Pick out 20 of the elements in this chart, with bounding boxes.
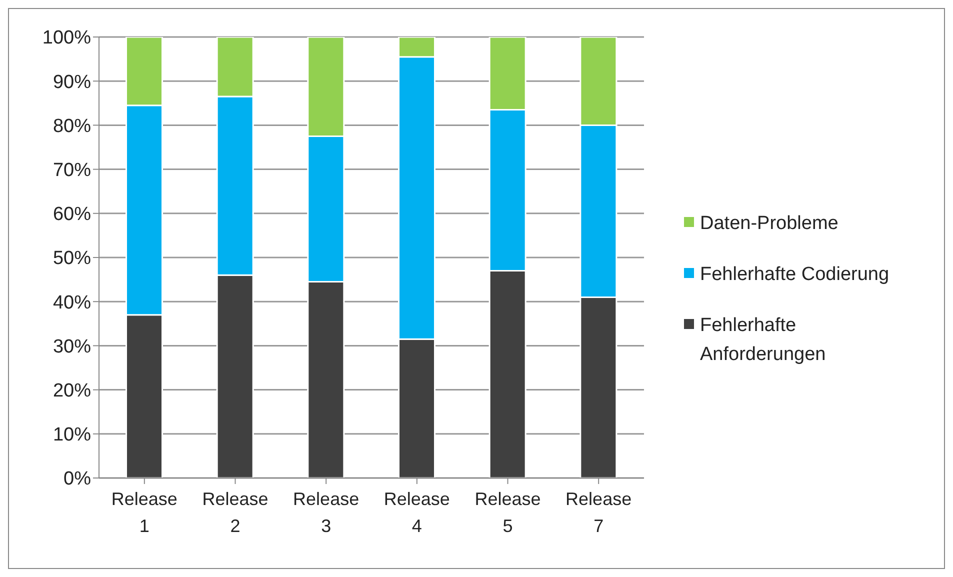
y-tick-label: 0% xyxy=(64,468,92,490)
legend-label: Fehlerhafte Anforderungen xyxy=(700,314,827,366)
y-tick-label: 60% xyxy=(52,204,92,226)
x-tick-label: Release 4 xyxy=(384,488,450,536)
y-tick-label: 80% xyxy=(52,116,92,137)
x-tick-label: Release 7 xyxy=(566,488,632,536)
y-tick-label: 10% xyxy=(52,424,92,446)
x-tick-label: Release 1 xyxy=(111,488,178,536)
y-tick-label: 20% xyxy=(52,380,92,402)
y-tick-label: 70% xyxy=(52,160,92,182)
x-tick-label: Release 3 xyxy=(293,488,360,536)
y-tick-label: 100% xyxy=(42,28,92,49)
y-tick-label: 30% xyxy=(52,336,92,358)
legend-label: Fehlerhafte Codierung xyxy=(700,262,890,286)
y-tick-label: 50% xyxy=(52,248,92,270)
x-tick-label: Release 2 xyxy=(202,488,268,536)
x-tick-label: Release 5 xyxy=(474,488,541,536)
legend-label: Daten-Probleme xyxy=(700,212,840,236)
y-tick-label: 90% xyxy=(52,72,92,93)
y-tick-label: 40% xyxy=(52,292,92,314)
